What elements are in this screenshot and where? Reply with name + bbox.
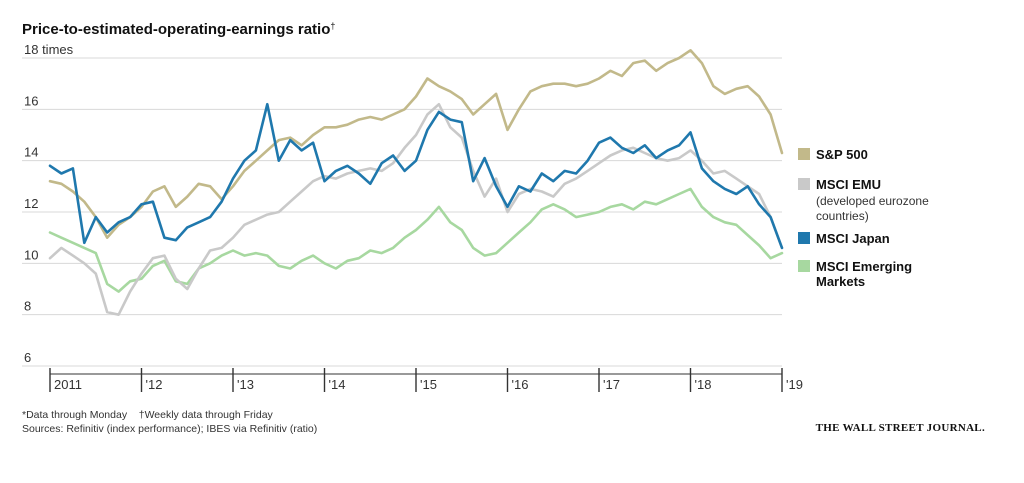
x-tick-label: '13 [237,377,254,392]
series-line-msci_emu [48,102,784,317]
legend-label-msci-japan: MSCI Japan [816,231,890,246]
legend-swatch-msci-japan [798,232,810,244]
legend: S&P 500 MSCI EMU (developed eurozone cou… [798,147,929,289]
y-tick-label: 18 times [24,42,74,57]
footnote-data: *Data through Monday †Weekly data throug… [22,409,274,421]
x-tick-label: '15 [420,377,437,392]
y-tick-label: 8 [24,299,31,314]
legend-label-msci-em: MSCI Emerging [816,259,912,274]
series-lines [48,48,784,317]
legend-label-msci-emu: MSCI EMU [816,177,881,192]
y-tick-label: 12 [24,196,38,211]
series-line-msci_japan [48,102,784,250]
legend-label-msci-emu-sub2: countries) [816,209,869,223]
x-tick-label: 2011 [54,377,82,392]
x-tick-label: '16 [512,377,529,392]
x-tick-label: '12 [146,377,163,392]
series-line-msci_em [48,187,784,293]
legend-label-msci-em-2: Markets [816,274,865,289]
y-tick-label: 16 [24,93,38,108]
brand-logo: THE WALL STREET JOURNAL. [816,422,985,434]
x-tick-label: '14 [329,377,346,392]
x-axis: 2011 '12 '13 '14 '15 '16 '17 '18 '19 [49,368,803,392]
x-tick-label: '18 [695,377,712,392]
y-tick-label: 14 [24,145,38,160]
x-tick-label: '19 [786,377,803,392]
series-line-sp500 [48,48,784,239]
y-tick-label: 6 [24,350,31,365]
legend-swatch-sp500 [798,148,810,160]
chart-title: Price-to-estimated-operating-earnings ra… [22,21,335,38]
legend-label-sp500: S&P 500 [816,147,868,162]
legend-label-msci-emu-sub1: (developed eurozone [816,194,929,208]
x-tick-label: '17 [603,377,620,392]
legend-swatch-msci-emu [798,178,810,190]
y-axis-ticks: 6 8 10 12 14 16 18 times [24,42,74,365]
y-tick-label: 10 [24,247,38,262]
legend-swatch-msci-em [798,260,810,272]
footnote-sources: Sources: Refinitiv (index performance); … [22,423,317,435]
